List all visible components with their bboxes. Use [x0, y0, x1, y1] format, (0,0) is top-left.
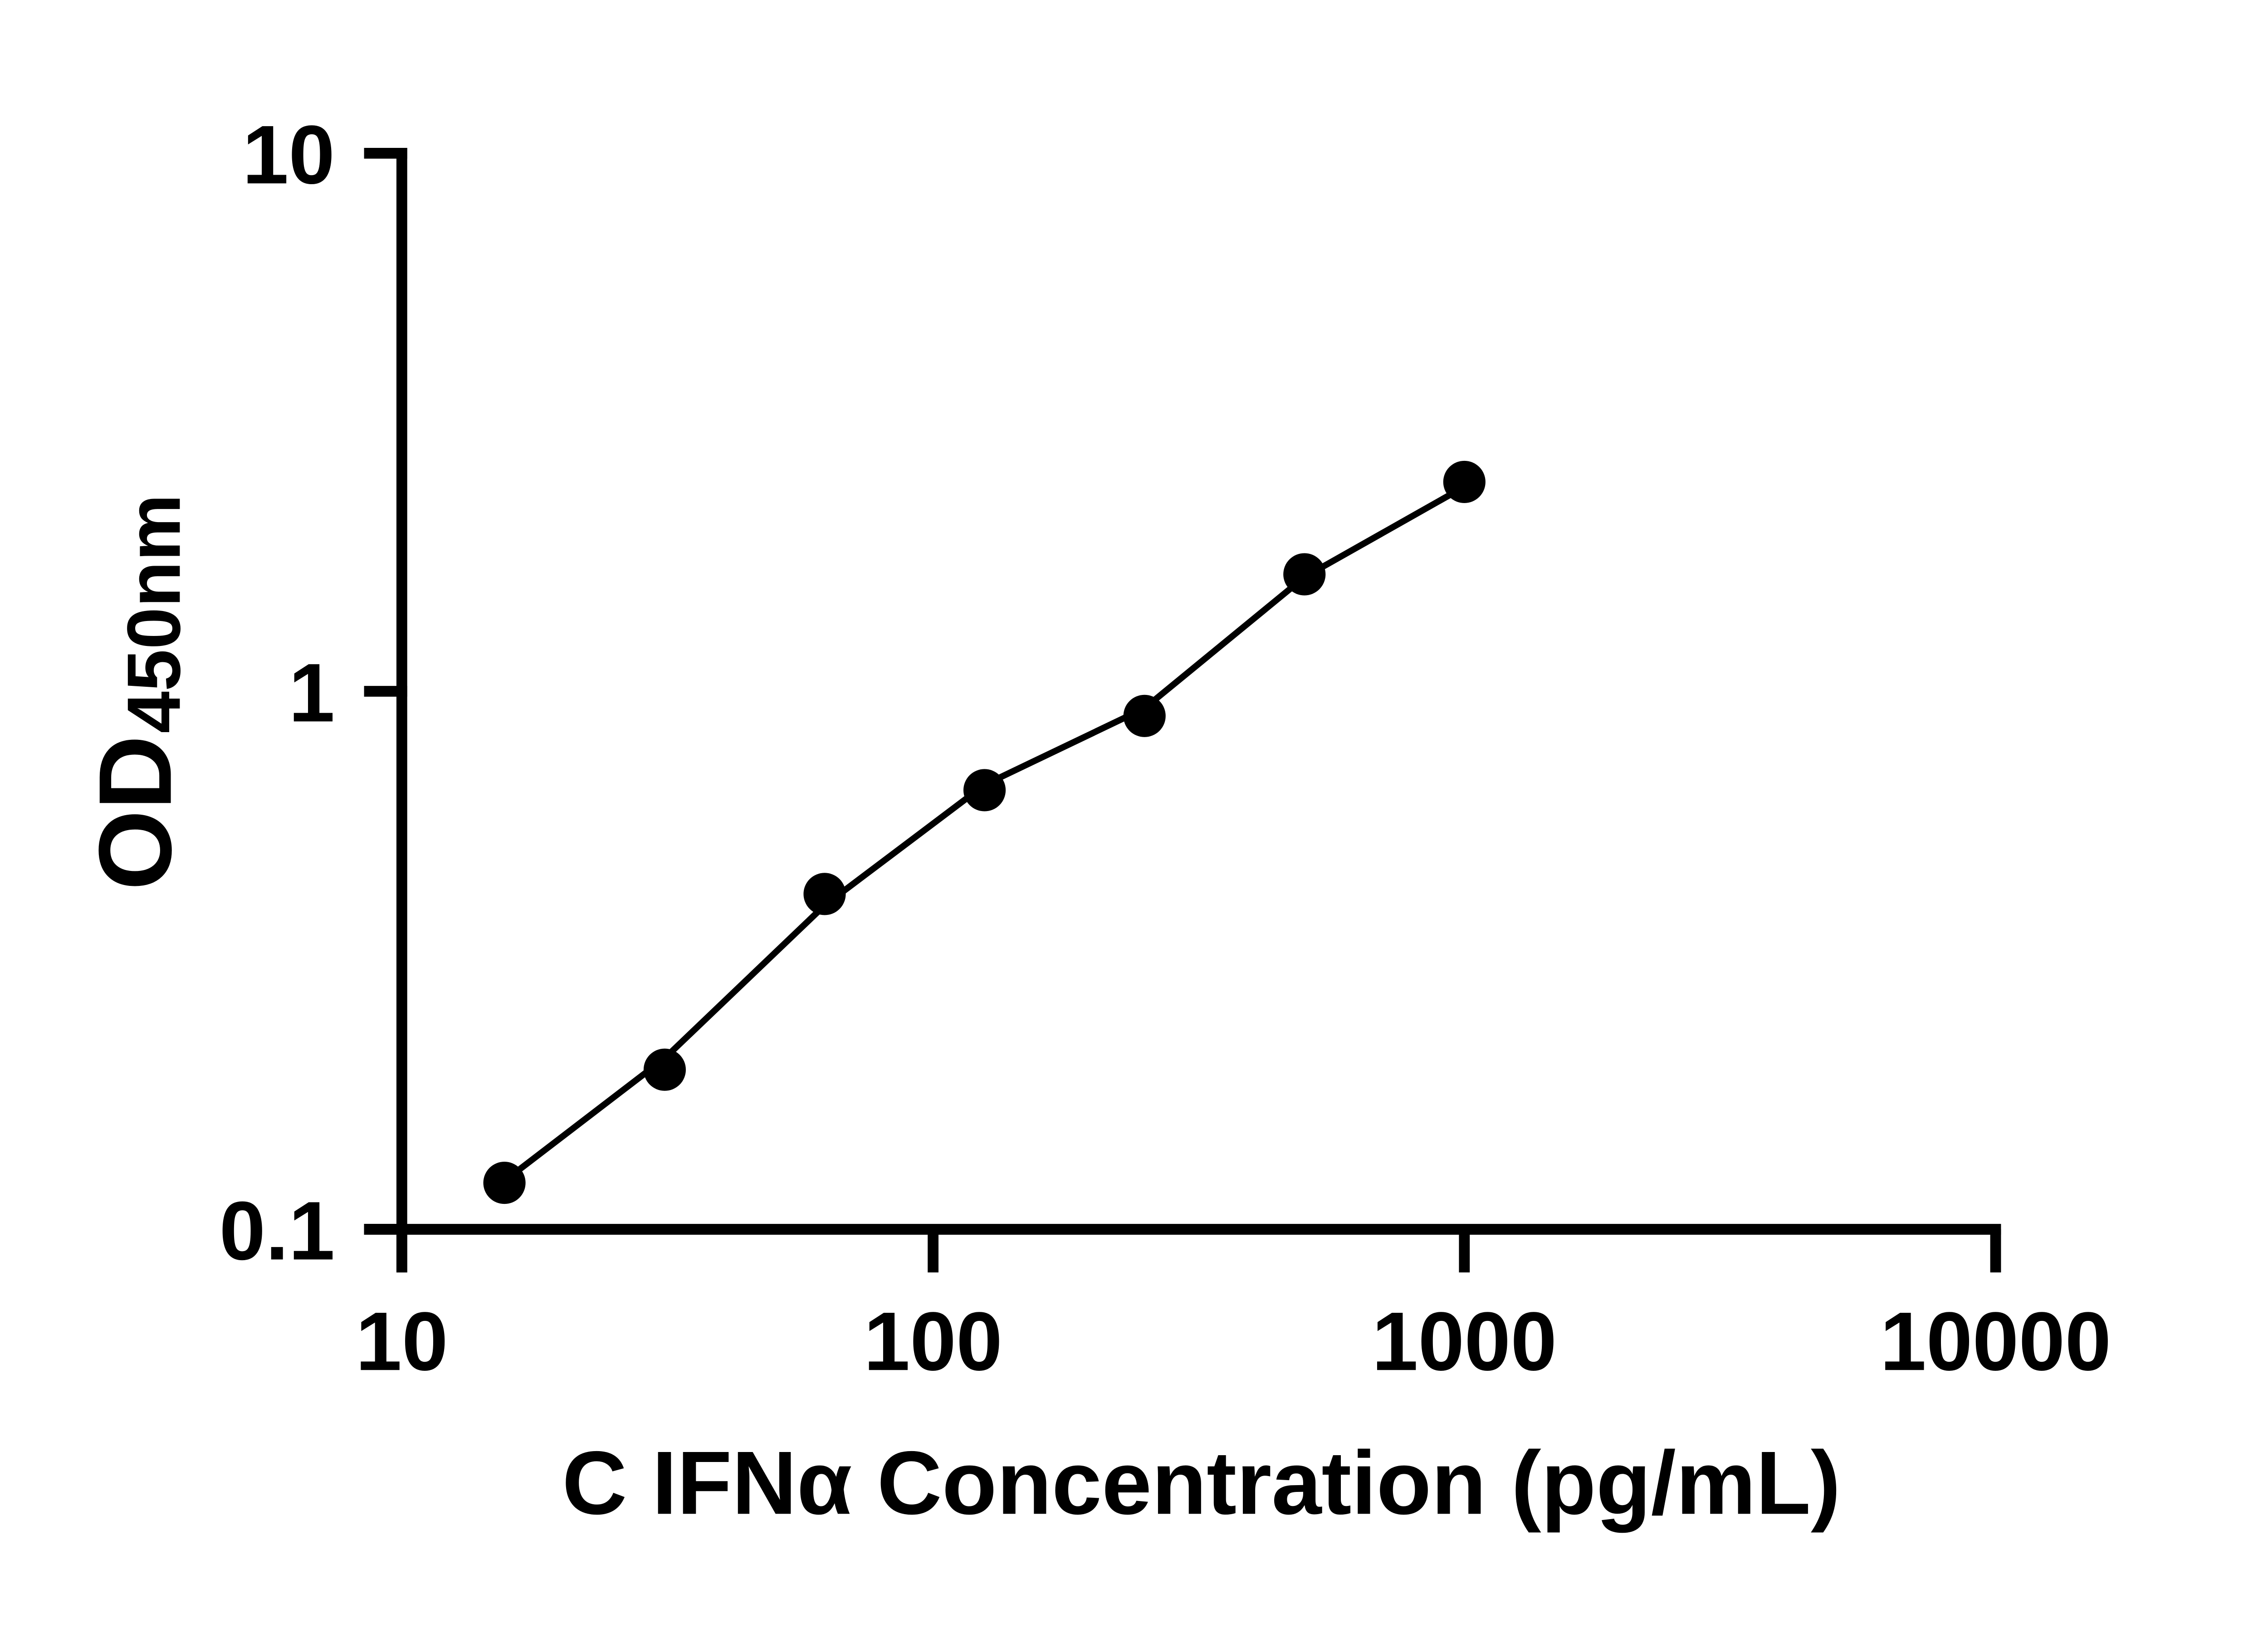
- data-point-1000pg: [1443, 460, 1486, 503]
- x-tick-label: 10000: [1880, 1295, 2112, 1388]
- data-point-500pg: [1283, 553, 1326, 596]
- x-tick-label: 100: [864, 1295, 1002, 1388]
- data-point-62.5pg: [803, 873, 846, 915]
- axes: [364, 147, 2001, 1273]
- data-points: [483, 460, 1486, 1204]
- x-axis-tick-labels: 10 100 1000 10000: [356, 1295, 2111, 1388]
- x-axis-ticks: [396, 1229, 2001, 1273]
- y-axis-title-main: OD: [78, 735, 193, 890]
- y-axis-title: OD 450nm: [78, 494, 196, 890]
- y-tick-label: 10: [242, 108, 335, 201]
- y-tick-label: 0.1: [219, 1184, 335, 1277]
- x-tick-label: 10: [356, 1295, 448, 1388]
- x-axis-title: C IFNα Concentration (pg/mL): [562, 1433, 1841, 1533]
- data-point-31.25pg: [643, 1048, 686, 1091]
- data-point-15.6pg: [483, 1162, 526, 1204]
- y-axis-tick-labels: 0.1 1 10: [219, 108, 335, 1277]
- y-axis-title-subscript: 450nm: [112, 494, 196, 733]
- data-point-250pg: [1123, 694, 1166, 737]
- data-point-125pg: [963, 769, 1006, 812]
- x-tick-label: 1000: [1372, 1295, 1557, 1388]
- y-tick-label: 1: [288, 646, 335, 739]
- y-axis-ticks: [364, 147, 407, 1235]
